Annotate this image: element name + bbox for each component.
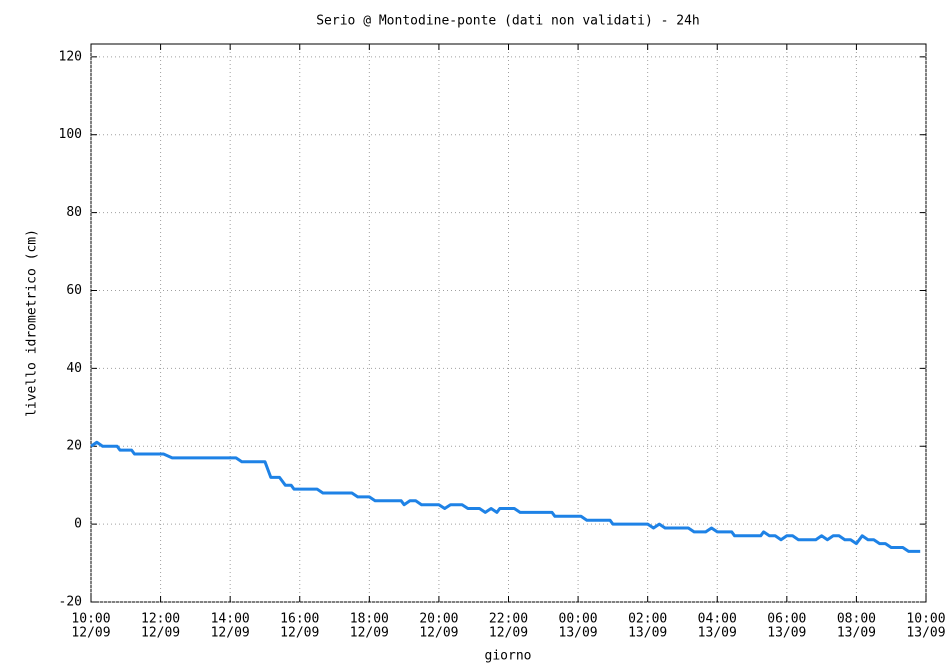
y-tick-label: 0 [74, 517, 82, 532]
x-tick-date: 12/09 [280, 626, 319, 641]
y-axis-label: livello idrometrico (cm) [25, 229, 40, 417]
x-tick-label: 02:00 [628, 612, 667, 627]
x-tick-label: 20:00 [419, 612, 458, 627]
x-tick-date: 12/09 [489, 626, 528, 641]
y-tick-label: 40 [66, 361, 82, 376]
x-axis-label: giorno [485, 649, 532, 664]
x-tick-label: 14:00 [211, 612, 250, 627]
x-tick-date: 13/09 [906, 626, 945, 641]
x-tick-label: 22:00 [489, 612, 528, 627]
x-tick-label: 10:00 [71, 612, 110, 627]
x-tick-label: 12:00 [141, 612, 180, 627]
x-tick-date: 13/09 [628, 626, 667, 641]
x-tick-date: 12/09 [350, 626, 389, 641]
y-tick-label: 20 [66, 439, 82, 454]
x-tick-date: 12/09 [211, 626, 250, 641]
y-tick-label: 100 [59, 127, 82, 142]
x-tick-date: 13/09 [698, 626, 737, 641]
x-tick-label: 18:00 [350, 612, 389, 627]
x-tick-date: 12/09 [419, 626, 458, 641]
x-tick-date: 13/09 [837, 626, 876, 641]
x-tick-label: 10:00 [906, 612, 945, 627]
x-tick-label: 16:00 [280, 612, 319, 627]
y-tick-label: 80 [66, 205, 82, 220]
x-tick-label: 04:00 [698, 612, 737, 627]
chart-title: Serio @ Montodine-ponte (dati non valida… [316, 14, 700, 29]
x-tick-label: 00:00 [559, 612, 598, 627]
y-tick-label: 120 [59, 49, 82, 64]
x-tick-date: 12/09 [141, 626, 180, 641]
x-tick-label: 08:00 [837, 612, 876, 627]
y-tick-label: 60 [66, 283, 82, 298]
plot-frame [90, 43, 927, 603]
x-tick-date: 12/09 [71, 626, 110, 641]
x-tick-date: 13/09 [559, 626, 598, 641]
data-line [90, 440, 921, 553]
x-tick-label: 06:00 [767, 612, 806, 627]
y-tick-label: -20 [59, 595, 82, 610]
x-tick-date: 13/09 [767, 626, 806, 641]
